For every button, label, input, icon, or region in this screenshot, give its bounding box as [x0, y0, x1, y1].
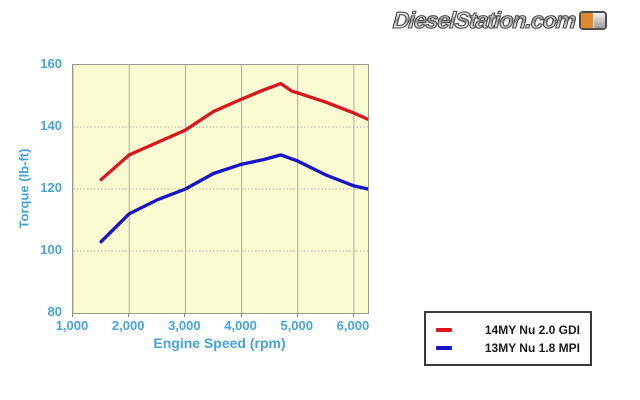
logo-badge-orange	[581, 12, 594, 28]
x-tick-mark	[128, 313, 130, 317]
x-tick-label: 2,000	[111, 318, 145, 333]
x-tick-mark	[72, 313, 73, 317]
series-line-0	[99, 81, 368, 182]
torque-chart-canvas	[73, 65, 368, 313]
legend-label: 13MY Nu 1.8 MPI	[484, 340, 580, 355]
x-tick-mark	[352, 313, 354, 317]
x-axis-title: Engine Speed (rpm)	[153, 335, 286, 351]
legend-label: 14MY Nu 2.0 GDI	[484, 322, 580, 337]
logo-badge-silver	[594, 12, 606, 28]
x-tick-label: 5,000	[280, 318, 314, 333]
x-tick-label: 6,000	[336, 318, 370, 333]
legend-item-gdi: 14MY Nu 2.0 GDI	[426, 322, 590, 337]
y-tick-label: 160	[40, 56, 62, 71]
x-tick-label: 1,000	[55, 318, 89, 333]
legend: 14MY Nu 2.0 GDI 13MY Nu 1.8 MPI	[424, 311, 592, 366]
y-tick-label: 140	[40, 118, 62, 133]
x-tick-label: 3,000	[168, 318, 201, 333]
logo: DieselStation.com	[392, 6, 608, 34]
x-tick-label: 4,000	[224, 318, 257, 333]
y-tick-label: 120	[40, 180, 62, 195]
legend-swatch-blue	[436, 345, 452, 350]
y-tick-label: 80	[47, 304, 62, 319]
logo-badge-icon	[579, 10, 608, 30]
x-tick-mark	[240, 313, 242, 317]
legend-item-mpi: 13MY Nu 1.8 MPI	[426, 340, 590, 355]
series-line-1	[99, 153, 368, 244]
plot-area	[72, 64, 369, 314]
y-tick-label: 100	[40, 242, 62, 257]
x-tick-mark	[184, 313, 186, 317]
logo-text: DieselStation.com	[392, 6, 577, 33]
x-tick-mark	[296, 313, 298, 317]
legend-swatch-red	[436, 327, 452, 332]
